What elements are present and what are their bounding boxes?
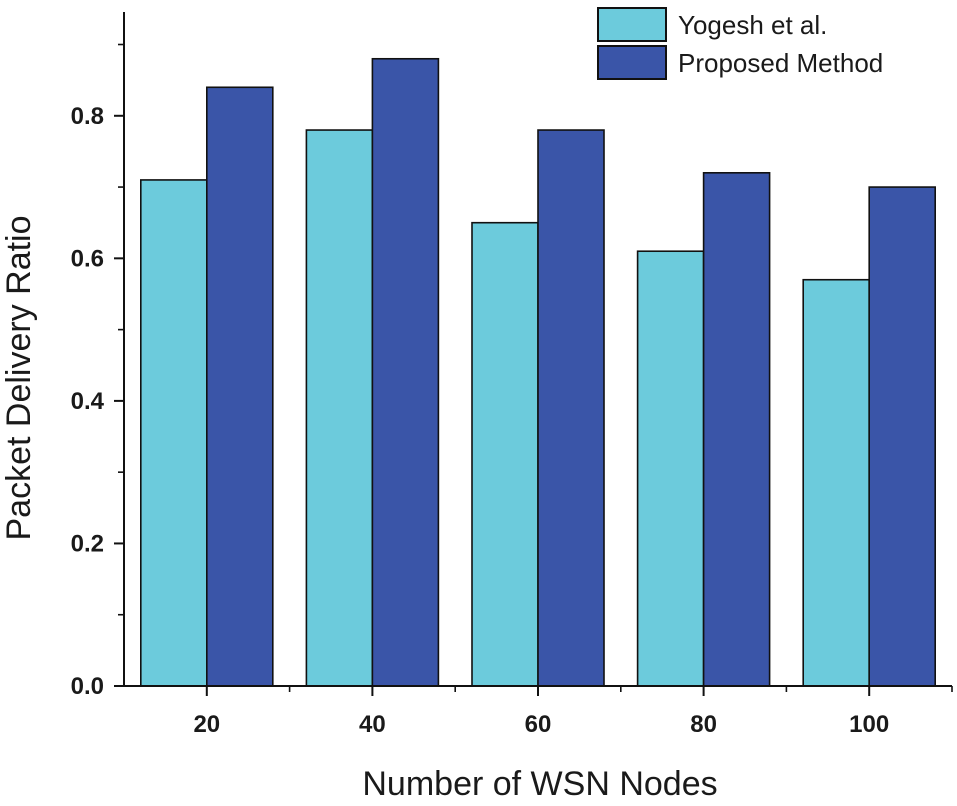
x-tick-label: 40 <box>359 711 386 738</box>
bar-yogesh-40 <box>305 129 374 687</box>
bar-yogesh-100 <box>802 278 871 687</box>
bar-yogesh-60 <box>471 221 539 687</box>
bar-yogesh-20 <box>140 179 208 687</box>
legend-swatch-proposed <box>597 45 667 80</box>
y-tick-label: 0.8 <box>71 103 104 130</box>
x-tick-label: 20 <box>193 711 220 738</box>
y-tick-label: 0.6 <box>71 245 104 272</box>
bar-proposed-60 <box>537 129 605 687</box>
x-tick-label: 80 <box>690 711 717 738</box>
bar-proposed-20 <box>206 86 274 687</box>
legend-label-yogesh: Yogesh et al. <box>678 10 827 40</box>
bars-layer <box>140 57 937 687</box>
bar-proposed-40 <box>371 57 440 687</box>
y-tick-label: 0.2 <box>71 530 104 557</box>
legend-label-proposed: Proposed Method <box>678 48 883 78</box>
legend-swatch-yogesh <box>597 7 667 42</box>
x-tick-label: 100 <box>849 711 889 738</box>
bar-yogesh-80 <box>636 250 705 687</box>
bar-proposed-100 <box>868 186 937 687</box>
y-axis-title: Packet Delivery Ratio <box>0 215 38 540</box>
x-axis-title: Number of WSN Nodes <box>362 765 717 801</box>
bar-proposed-80 <box>702 172 771 687</box>
y-tick-label: 0.4 <box>71 388 105 415</box>
axes-layer: 0.0 0.2 0.4 0.6 0.8 20 40 60 80 100 <box>71 12 953 738</box>
x-tick-label: 60 <box>525 711 552 738</box>
y-tick-label: 0.0 <box>71 673 104 700</box>
legend: Yogesh et al. Proposed Method <box>597 7 883 80</box>
